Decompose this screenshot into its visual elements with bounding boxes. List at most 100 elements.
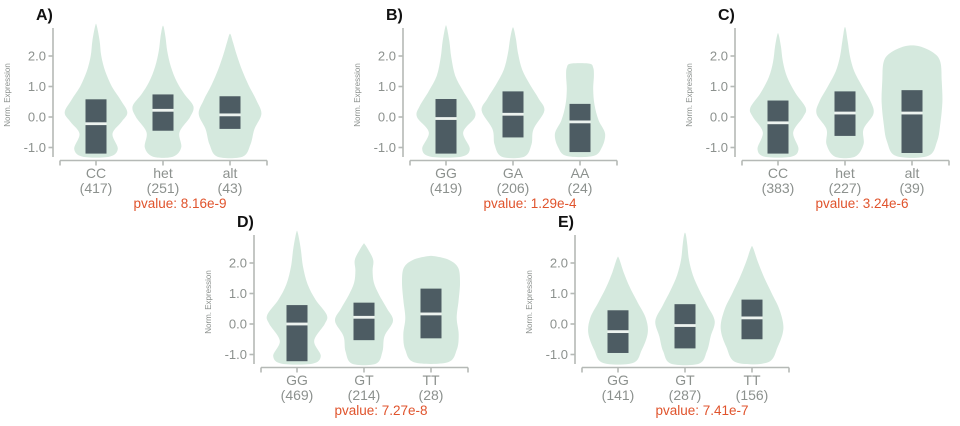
median-line — [569, 120, 591, 124]
y-tick-label: 2.0 — [710, 49, 728, 64]
y-tick-label: 2.0 — [550, 256, 568, 271]
panel-C: 2.0 1.0 0.0 -1.0 Norm. Expression CC (383) het(… — [682, 0, 954, 213]
group-label: CC — [86, 165, 106, 181]
median-line — [286, 322, 308, 326]
panel-letter: A) — [36, 7, 53, 24]
box-plot — [286, 305, 308, 362]
y-tick-label: 1.0 — [229, 286, 247, 301]
box-plot — [569, 103, 591, 153]
y-tick-label: 2.0 — [229, 256, 247, 271]
group-label: GT — [354, 372, 374, 388]
group-count: (156) — [736, 387, 769, 403]
violin-shape — [416, 25, 476, 158]
group-count: (43) — [218, 180, 243, 196]
panel-letter: D) — [237, 214, 254, 231]
group-label: GG — [607, 372, 629, 388]
panel-D: 2.0 1.0 0.0 -1.0 Norm. Expression GG (469) GT (2… — [201, 207, 473, 420]
violin-shape — [64, 23, 128, 158]
y-tick-label: 1.0 — [550, 286, 568, 301]
median-line — [219, 113, 241, 117]
group-label: het — [153, 165, 173, 181]
y-tick-label: 2.0 — [28, 49, 46, 64]
panel-letter: C) — [718, 7, 735, 24]
y-tick-label: 0.0 — [710, 110, 728, 125]
panel-letter: B) — [386, 7, 403, 24]
y-tick-label: -1.0 — [24, 140, 46, 155]
group-count: (383) — [762, 180, 795, 196]
group-label: GG — [286, 372, 308, 388]
group-count: (214) — [348, 387, 381, 403]
box-plot — [152, 94, 174, 131]
violin-chart-svg: 2.0 1.0 0.0 -1.0 Norm. Expression GG(141) GT(2… — [525, 214, 790, 418]
pvalue-label: pvalue: 3.24e-6 — [815, 196, 908, 211]
median-line — [607, 330, 629, 334]
panel-A: 2.0 1.0 0.0 -1.0 Norm. Expression CC (417) het(… — [0, 0, 272, 213]
y-tick-label: 0.0 — [378, 110, 396, 125]
box-plot — [219, 96, 241, 129]
box-plot — [435, 99, 457, 154]
y-axis-title: Norm. Expression — [353, 63, 362, 127]
group-count: (287) — [669, 387, 702, 403]
pvalue-label: pvalue: 7.27e-8 — [334, 403, 427, 418]
group-label: het — [835, 165, 855, 181]
median-line — [353, 315, 375, 319]
group-count: (28) — [419, 387, 444, 403]
violin-shape — [266, 230, 328, 365]
box-plot — [353, 302, 375, 341]
violin-shape — [749, 33, 807, 158]
y-axis-title: Norm. Expression — [685, 63, 694, 127]
y-tick-label: -1.0 — [225, 347, 247, 362]
y-tick-label: -1.0 — [374, 140, 396, 155]
group-count: (141) — [602, 387, 635, 403]
y-tick-label: 0.0 — [550, 317, 568, 332]
group-count: (227) — [829, 180, 862, 196]
median-line — [85, 122, 107, 126]
median-line — [502, 112, 524, 116]
y-tick-label: 0.0 — [28, 110, 46, 125]
median-line — [834, 111, 856, 115]
group-label: TT — [743, 372, 761, 388]
pvalue-label: pvalue: 7.41e-7 — [655, 403, 748, 418]
group-label: alt — [223, 165, 238, 181]
group-label: alt — [905, 165, 920, 181]
group-count: (419) — [430, 180, 463, 196]
violin-shape — [132, 25, 194, 158]
violin-shape — [198, 33, 262, 159]
group-count: (417) — [80, 180, 113, 196]
pvalue-label: pvalue: 1.29e-4 — [483, 196, 577, 211]
y-tick-label: -1.0 — [546, 347, 568, 362]
y-tick-label: 1.0 — [378, 79, 396, 94]
panel-B: 2.0 1.0 0.0 -1.0 Norm. Expression GG (419) GA (2… — [350, 0, 622, 213]
box-plot — [741, 299, 763, 340]
group-label: CC — [768, 165, 788, 181]
median-line — [741, 316, 763, 320]
pvalue-label: pvalue: 8.16e-9 — [133, 196, 226, 211]
group-label: GA — [503, 165, 524, 181]
group-count: (251) — [147, 180, 180, 196]
median-line — [901, 111, 923, 115]
violin-chart-svg: 2.0 1.0 0.0 -1.0 Norm. Expression GG(419) GA (2… — [353, 7, 618, 211]
group-count: (39) — [900, 180, 925, 196]
y-axis-title: Norm. Expression — [204, 270, 213, 334]
panel-letter: E) — [558, 214, 574, 231]
box-plot — [767, 100, 789, 154]
group-label: GG — [435, 165, 457, 181]
violin-shape — [655, 232, 715, 366]
median-line — [435, 117, 457, 120]
y-axis-title: Norm. Expression — [525, 270, 534, 334]
group-count: (469) — [281, 387, 314, 403]
group-label: AA — [571, 165, 590, 181]
y-tick-label: 2.0 — [378, 49, 396, 64]
box-plot — [901, 90, 923, 153]
box-plot — [85, 99, 107, 154]
median-line — [152, 108, 174, 112]
y-tick-label: 1.0 — [28, 79, 46, 94]
group-label: TT — [422, 372, 440, 388]
group-count: (24) — [568, 180, 593, 196]
panel-E: 2.0 1.0 0.0 -1.0 Norm. Expression GG (141) GT (2… — [522, 207, 794, 420]
median-line — [767, 121, 789, 125]
